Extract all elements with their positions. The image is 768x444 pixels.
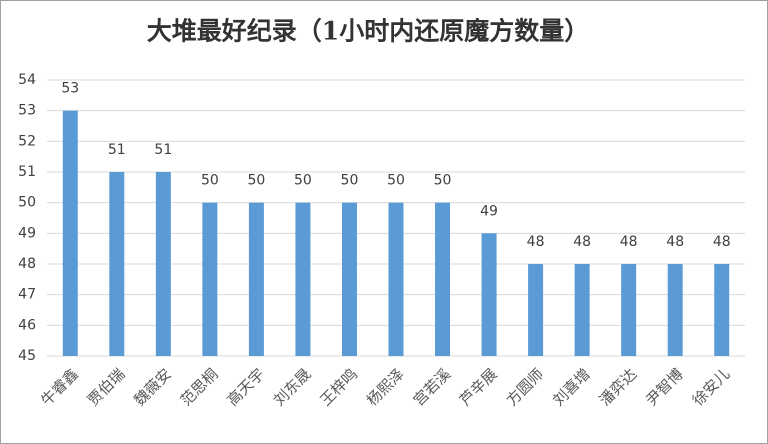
bar [435, 202, 451, 356]
y-tick-label: 45 [18, 348, 36, 364]
data-label: 48 [713, 234, 731, 250]
bar [621, 264, 637, 356]
bar [341, 202, 357, 356]
bar [574, 264, 590, 356]
data-label: 48 [666, 234, 684, 250]
bar [155, 172, 171, 356]
y-tick-label: 50 [18, 195, 36, 211]
bar [248, 202, 264, 356]
y-tick-label: 52 [18, 133, 36, 149]
y-tick-label: 47 [18, 287, 36, 303]
bar [295, 202, 311, 356]
bar [109, 172, 125, 356]
bar [667, 264, 683, 356]
y-tick-label: 54 [18, 72, 36, 88]
bar [202, 202, 218, 356]
chart-title: 大堆最好纪录（1小时内还原魔方数量） [147, 17, 589, 46]
data-label: 50 [434, 173, 452, 189]
bar [388, 202, 404, 356]
data-label: 53 [61, 81, 79, 97]
data-label: 50 [387, 173, 405, 189]
bar [481, 233, 497, 356]
y-tick-label: 53 [18, 103, 36, 119]
data-label: 50 [294, 173, 312, 189]
data-label: 50 [247, 173, 265, 189]
data-label: 48 [620, 234, 638, 250]
bar [62, 110, 78, 357]
y-tick-label: 51 [18, 164, 36, 180]
data-label: 51 [108, 142, 126, 158]
y-tick-label: 49 [18, 225, 36, 241]
y-tick-label: 48 [18, 256, 36, 272]
data-label: 50 [201, 173, 219, 189]
data-label: 49 [480, 203, 498, 219]
data-label: 48 [573, 234, 591, 250]
bar [714, 264, 730, 356]
data-label: 48 [527, 234, 545, 250]
bar [528, 264, 544, 356]
y-tick-label: 46 [18, 317, 36, 333]
data-label: 50 [341, 173, 359, 189]
data-label: 51 [154, 142, 172, 158]
